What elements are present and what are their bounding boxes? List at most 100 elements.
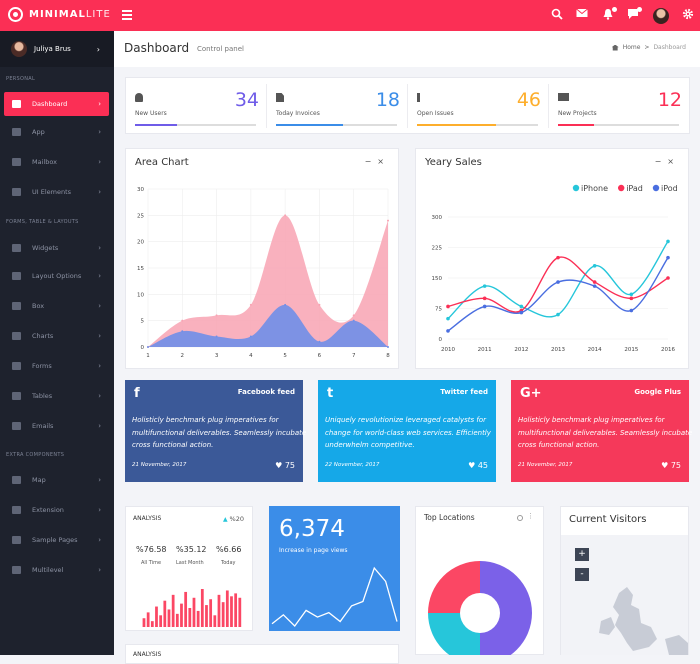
sidebar-item-dashboard[interactable]: Dashboard › xyxy=(4,92,109,116)
like-count[interactable]: ♥ 45 xyxy=(468,461,488,470)
menu-toggle-icon[interactable] xyxy=(122,10,132,22)
sidebar-section-label: PERSONAL xyxy=(6,76,36,82)
sidebar-item-sample-pages[interactable]: Sample Pages › xyxy=(4,528,109,552)
sidebar-item-ui-elements[interactable]: UI Elements › xyxy=(4,180,109,204)
share-icon xyxy=(12,566,21,574)
brand-logo[interactable]: MINIMAL LITE xyxy=(8,7,111,22)
card-controls[interactable]: −× xyxy=(364,157,390,166)
sidebar-item-mailbox[interactable]: Mailbox › xyxy=(4,150,109,174)
stat-value: 18 xyxy=(375,89,400,111)
last-month-value: %35.12 xyxy=(176,545,207,554)
stats-card: 34 New Users 18 Today Invoices 46 Open Issues… xyxy=(125,77,690,134)
social-card-google-plus[interactable]: G+ Google Plus Holisticly benchmark plug i… xyxy=(511,380,692,482)
analysis-card: ANALYSIS ▲ %20 %76.58 All Time %35.12 La… xyxy=(125,506,253,631)
y-tick-label: 10 xyxy=(137,292,144,298)
sidebar-item-label: Emails xyxy=(32,422,54,430)
y-tick-label: 20 xyxy=(137,240,144,246)
sidebar-user[interactable]: Juliya Brus › xyxy=(0,31,114,67)
area-point xyxy=(387,219,389,222)
social-card-twitter-feed[interactable]: t Twitter feed Uniquely revolutionize leve… xyxy=(318,380,496,482)
sidebar-item-label: App xyxy=(32,128,45,136)
refresh-icon[interactable] xyxy=(517,515,523,521)
sidebar-item-widgets[interactable]: Widgets › xyxy=(4,236,109,260)
search-icon[interactable] xyxy=(550,8,564,22)
user-name: Juliya Brus xyxy=(34,45,71,53)
sidebar-item-emails[interactable]: Emails › xyxy=(4,414,109,438)
sidebar-item-map[interactable]: Map › xyxy=(4,468,109,492)
x-tick-label: 2011 xyxy=(478,347,492,353)
x-tick-label: 3 xyxy=(215,353,219,359)
monitor-icon xyxy=(12,188,21,196)
sidebar-item-multilevel[interactable]: Multilevel › xyxy=(4,558,109,582)
area-point xyxy=(181,319,184,322)
sidebar-item-box[interactable]: Box › xyxy=(4,294,109,318)
area-point xyxy=(249,303,252,306)
grid-icon xyxy=(12,128,21,136)
stat-new-users[interactable]: 34 New Users xyxy=(126,78,267,133)
stat-label: New Users xyxy=(135,110,167,117)
chat-dot xyxy=(637,7,642,12)
sidebar-item-label: Map xyxy=(32,476,46,484)
brand-name-light: LITE xyxy=(85,9,111,20)
sidebar-item-layout-options[interactable]: Layout Options › xyxy=(4,264,109,288)
social-feed-date: 22 November, 2017 xyxy=(325,462,380,468)
visitors-map[interactable]: + - xyxy=(561,535,688,655)
stat-label: New Projects xyxy=(558,110,597,117)
analysis-bar xyxy=(213,615,217,627)
sidebar-item-label: Multilevel xyxy=(32,566,64,574)
y-tick-label: 150 xyxy=(432,276,443,282)
analysis-bar xyxy=(225,590,229,627)
map-icon xyxy=(12,476,21,484)
bell-icon[interactable] xyxy=(601,7,617,22)
analysis-title: ANALYSIS xyxy=(133,515,162,522)
line-point xyxy=(592,280,597,284)
dashboard-icon xyxy=(12,100,21,108)
area-point xyxy=(249,335,252,338)
today-label: Today xyxy=(221,560,236,566)
more-icon[interactable]: ⋮ xyxy=(527,512,534,520)
zoom-in-button[interactable]: + xyxy=(575,548,589,561)
sidebar-item-app[interactable]: App › xyxy=(4,120,109,144)
stat-today-invoices[interactable]: 18 Today Invoices xyxy=(267,78,408,133)
x-tick-label: 4 xyxy=(249,353,253,359)
y-tick-label: 30 xyxy=(137,187,144,193)
gear-icon[interactable] xyxy=(681,8,695,22)
social-feed-name: Google Plus xyxy=(634,388,681,396)
breadcrumb-home[interactable]: Home xyxy=(622,44,641,51)
sidebar-item-label: Dashboard xyxy=(32,100,68,108)
heart-icon: ♥ xyxy=(661,461,671,470)
stat-value: 34 xyxy=(234,89,259,111)
like-count[interactable]: ♥ 75 xyxy=(275,461,295,470)
card-controls[interactable]: −× xyxy=(654,157,680,166)
analysis-bar xyxy=(175,613,179,627)
sidebar-item-tables[interactable]: Tables › xyxy=(4,384,109,408)
sidebar-item-forms[interactable]: Forms › xyxy=(4,354,109,378)
user-avatar[interactable] xyxy=(653,8,669,24)
sidebar-item-label: Tables xyxy=(32,392,53,400)
like-count[interactable]: ♥ 75 xyxy=(661,461,681,470)
line-point xyxy=(519,304,524,309)
line-point xyxy=(629,308,634,313)
mail-icon[interactable] xyxy=(575,8,589,22)
stat-new-projects[interactable]: 12 New Projects xyxy=(549,78,690,133)
legend-marker xyxy=(618,184,625,192)
stat-open-issues[interactable]: 46 Open Issues xyxy=(408,78,549,133)
home-icon xyxy=(611,44,619,51)
zoom-out-button[interactable]: - xyxy=(575,568,589,581)
sidebar-item-extension[interactable]: Extension › xyxy=(4,498,109,522)
sidebar-item-label: UI Elements xyxy=(32,188,72,196)
box-icon xyxy=(12,302,21,310)
line-point xyxy=(556,280,560,284)
users-icon xyxy=(135,93,143,102)
x-tick-label: 2 xyxy=(181,353,185,359)
x-tick-label: 6 xyxy=(318,353,322,359)
sidebar-item-charts[interactable]: Charts › xyxy=(4,324,109,348)
top-locations-title: Top Locations xyxy=(424,513,475,522)
analysis-bar xyxy=(150,621,154,627)
table-icon xyxy=(12,392,21,400)
social-card-facebook-feed[interactable]: f Facebook feed Holisticly benchmark plug … xyxy=(125,380,306,482)
chat-icon[interactable] xyxy=(626,7,642,22)
area-point xyxy=(215,314,218,317)
x-tick-label: 2013 xyxy=(551,347,565,353)
stat-progress-bar xyxy=(135,124,256,126)
